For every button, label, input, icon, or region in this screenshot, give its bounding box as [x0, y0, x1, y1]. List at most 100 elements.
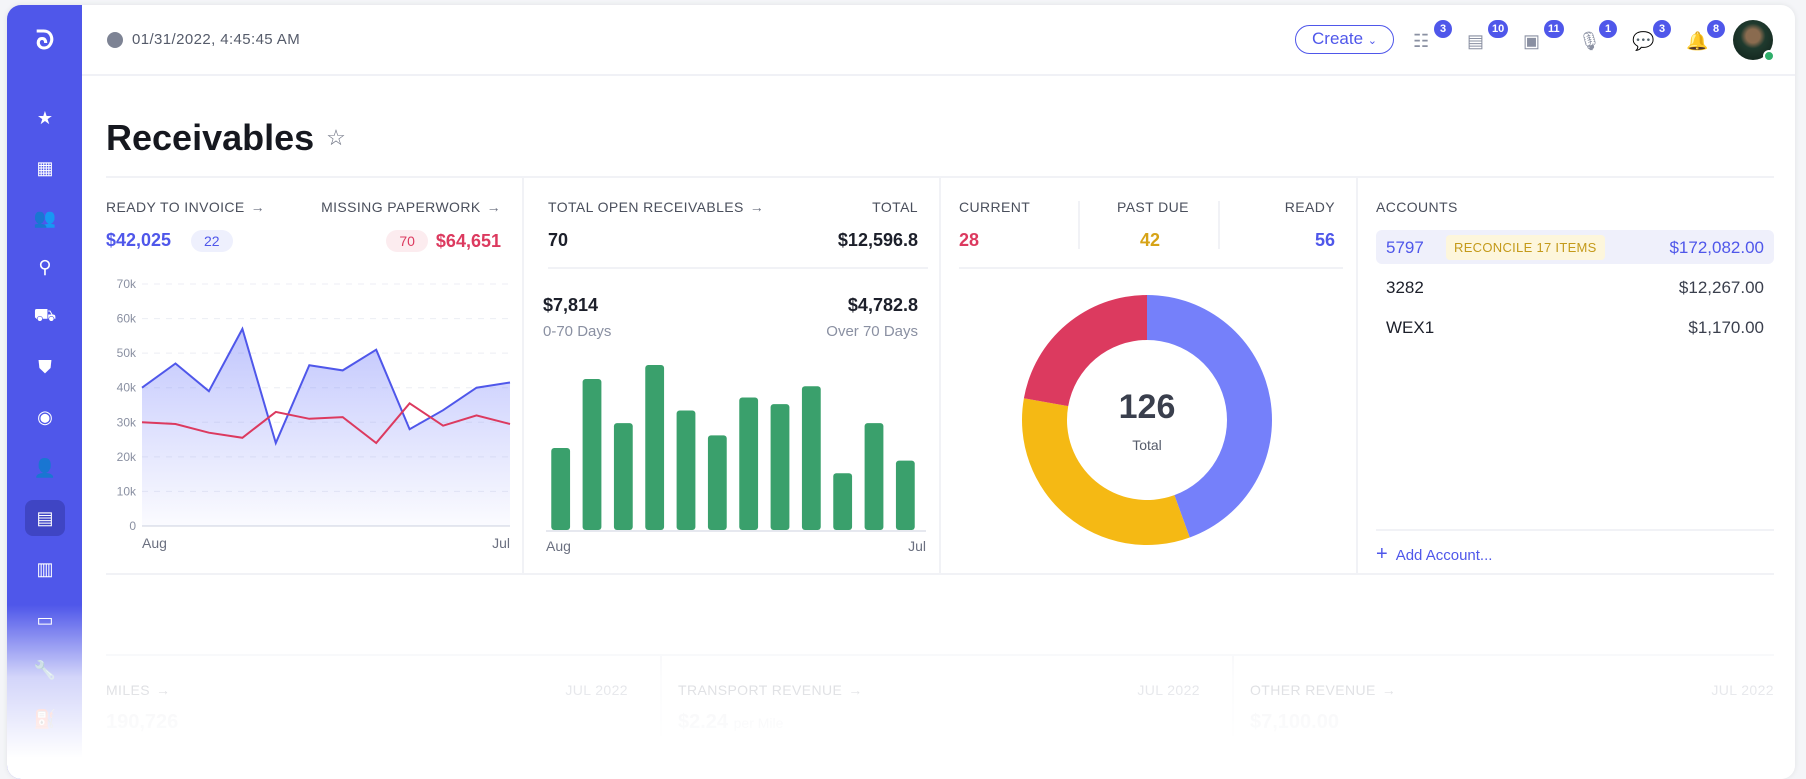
account-amount: $1,170.00: [1688, 318, 1764, 337]
page-title: Receivables: [106, 117, 315, 158]
bar: [801, 386, 821, 530]
series-area: [142, 328, 510, 526]
favorite-star-icon[interactable]: ☆: [326, 125, 346, 150]
transport-revenue-link[interactable]: Transport revenue →: [678, 682, 863, 698]
account-name: 5797: [1386, 238, 1424, 257]
reconcile-badge[interactable]: RECONCILE 17 ITEMS: [1446, 235, 1605, 260]
sidebar-item-wrench[interactable]: 🔧: [25, 652, 65, 688]
open-total: $12,596.8: [837, 230, 918, 250]
clipboard-check-button[interactable]: ▣ 11: [1523, 20, 1564, 55]
sidebar-item-star[interactable]: ★: [25, 100, 65, 136]
microphone-icon: 🎙: [1578, 31, 1601, 51]
contacts-icon: 👤: [33, 457, 57, 478]
tasks-button[interactable]: ☷ 3: [1413, 20, 1452, 55]
bell-button[interactable]: 🔔 8: [1686, 20, 1725, 55]
bell-icon: 🔔: [1686, 31, 1709, 51]
sidebar-item-routes[interactable]: ⚲: [25, 249, 65, 285]
account-row[interactable]: WEX1 $1,170.00: [1376, 310, 1774, 344]
late-label: Over 70 Days: [826, 323, 918, 340]
bottom-fade: [7, 605, 1795, 779]
total-open-receivables-link[interactable]: Total open receivables →: [548, 199, 764, 215]
notification-badge: 10: [1488, 20, 1509, 38]
invoice-line-chart: 0 10k 20k 30k 40k 50k 60k 70k Aug Jul: [117, 277, 511, 551]
bar: [645, 365, 665, 530]
arrow-right-icon: →: [250, 199, 266, 215]
datetime: 01/31/2022, 4:45:45 AM: [132, 31, 301, 48]
notification-badge: 3: [1434, 20, 1452, 38]
y-tick-label: 20k: [117, 450, 137, 464]
sidebar: ᘐ ★ ▦ 👥 ⚲ ⛟ ⛊ ◉ 👤 ▤ ▥ ▭ 🔧 ⛽: [7, 5, 82, 779]
sidebar-item-shield[interactable]: ⛊: [25, 349, 65, 385]
account-row[interactable]: 3282 $12,267.00: [1376, 270, 1774, 304]
ready-count: 56: [1314, 230, 1335, 250]
bar: [770, 404, 790, 530]
donut-slice-past-due: [1022, 398, 1190, 545]
bar: [613, 423, 633, 530]
logo-icon[interactable]: ᘐ: [35, 25, 55, 55]
clipboard-check-icon: ▣: [1523, 31, 1541, 51]
metric-value-text: $2.24: [678, 711, 729, 733]
arrow-right-icon: →: [749, 199, 765, 215]
metric-value-text: $7,100.00: [1250, 711, 1339, 733]
sidebar-item-dashboard[interactable]: ▦: [25, 150, 65, 186]
ready-amount: $42,025: [106, 230, 172, 250]
sidebar-item-calculator[interactable]: ▤: [25, 500, 65, 536]
create-label: Create: [1312, 29, 1364, 48]
arrow-right-icon: →: [1381, 682, 1397, 698]
create-button[interactable]: Create ⌄: [1295, 25, 1394, 54]
y-tick-label: 10k: [117, 484, 137, 498]
app-window: ᘐ ★ ▦ 👥 ⚲ ⛟ ⛊ ◉ 👤 ▤ ▥ ▭ 🔧 ⛽ 01/31/2022, 4:45:45 AM C…: [7, 5, 1795, 779]
add-account-button[interactable]: + Add Account...: [1376, 543, 1492, 566]
early-amount: $7,814: [543, 295, 599, 315]
chat-button[interactable]: 💬 3: [1632, 20, 1671, 55]
sidebar-item-contacts[interactable]: 👤: [25, 450, 65, 486]
receivables-bar-chart: Aug Jul: [546, 365, 926, 554]
clock-icon: [107, 32, 123, 48]
missing-summary: 70 $64,651: [386, 230, 501, 252]
donut-total-label: Total: [1132, 437, 1162, 453]
fuel-icon: ⛽: [33, 708, 57, 729]
ready-count-badge: 22: [191, 230, 233, 252]
account-row[interactable]: 5797 RECONCILE 17 ITEMS $172,082.00: [1376, 230, 1774, 264]
notification-badge: 1: [1599, 20, 1617, 38]
sidebar-item-truck[interactable]: ⛟: [25, 299, 65, 335]
other-revenue-link[interactable]: Other revenue →: [1250, 682, 1396, 698]
metric-value: $7,100.00: [1250, 711, 1339, 734]
lifebuoy-icon: ◉: [37, 406, 53, 427]
total-label: Total: [872, 199, 918, 215]
arrow-right-icon: →: [848, 682, 863, 698]
avatar[interactable]: [1733, 20, 1775, 62]
sidebar-item-lifebuoy[interactable]: ◉: [25, 399, 65, 435]
accounts-label: Accounts: [1376, 199, 1458, 215]
missing-count-badge: 70: [386, 230, 428, 252]
bar: [582, 378, 602, 530]
metric-suffix: per Mile: [733, 715, 784, 731]
account-amount: $12,267.00: [1678, 278, 1764, 297]
late-amount: $4,782.8: [847, 295, 918, 315]
sidebar-item-fuel[interactable]: ⛽: [25, 701, 65, 737]
missing-paperwork-link[interactable]: Missing paperwork →: [321, 199, 501, 215]
missing-paperwork-label: Missing paperwork: [321, 199, 481, 215]
map-icon: ▥: [36, 558, 54, 579]
sidebar-item-file[interactable]: ▭: [25, 602, 65, 638]
bar: [676, 410, 696, 530]
y-tick-label: 40k: [117, 381, 137, 395]
ready-to-invoice-link[interactable]: Ready to invoice →: [106, 199, 265, 215]
account-name: 3282: [1386, 278, 1424, 297]
metric-label: Other revenue: [1250, 682, 1376, 698]
miles-link[interactable]: Miles →: [106, 682, 170, 698]
bar: [833, 473, 853, 530]
metric-label: Transport revenue: [678, 682, 843, 698]
metric-period: JUL 2022: [1711, 682, 1774, 698]
sidebar-item-map[interactable]: ▥: [25, 551, 65, 587]
sidebar-item-users-group[interactable]: 👥: [25, 200, 65, 236]
bar: [707, 435, 727, 530]
document-button[interactable]: ▤ 10: [1467, 20, 1509, 55]
y-tick-label: 30k: [117, 415, 137, 429]
donut-slice-current: [1023, 295, 1147, 407]
microphone-button[interactable]: 🎙 1: [1578, 20, 1617, 55]
notification-badge: 11: [1544, 20, 1564, 38]
bar: [739, 397, 759, 530]
calculator-icon: ▤: [36, 507, 54, 528]
wrench-icon: 🔧: [33, 659, 57, 680]
